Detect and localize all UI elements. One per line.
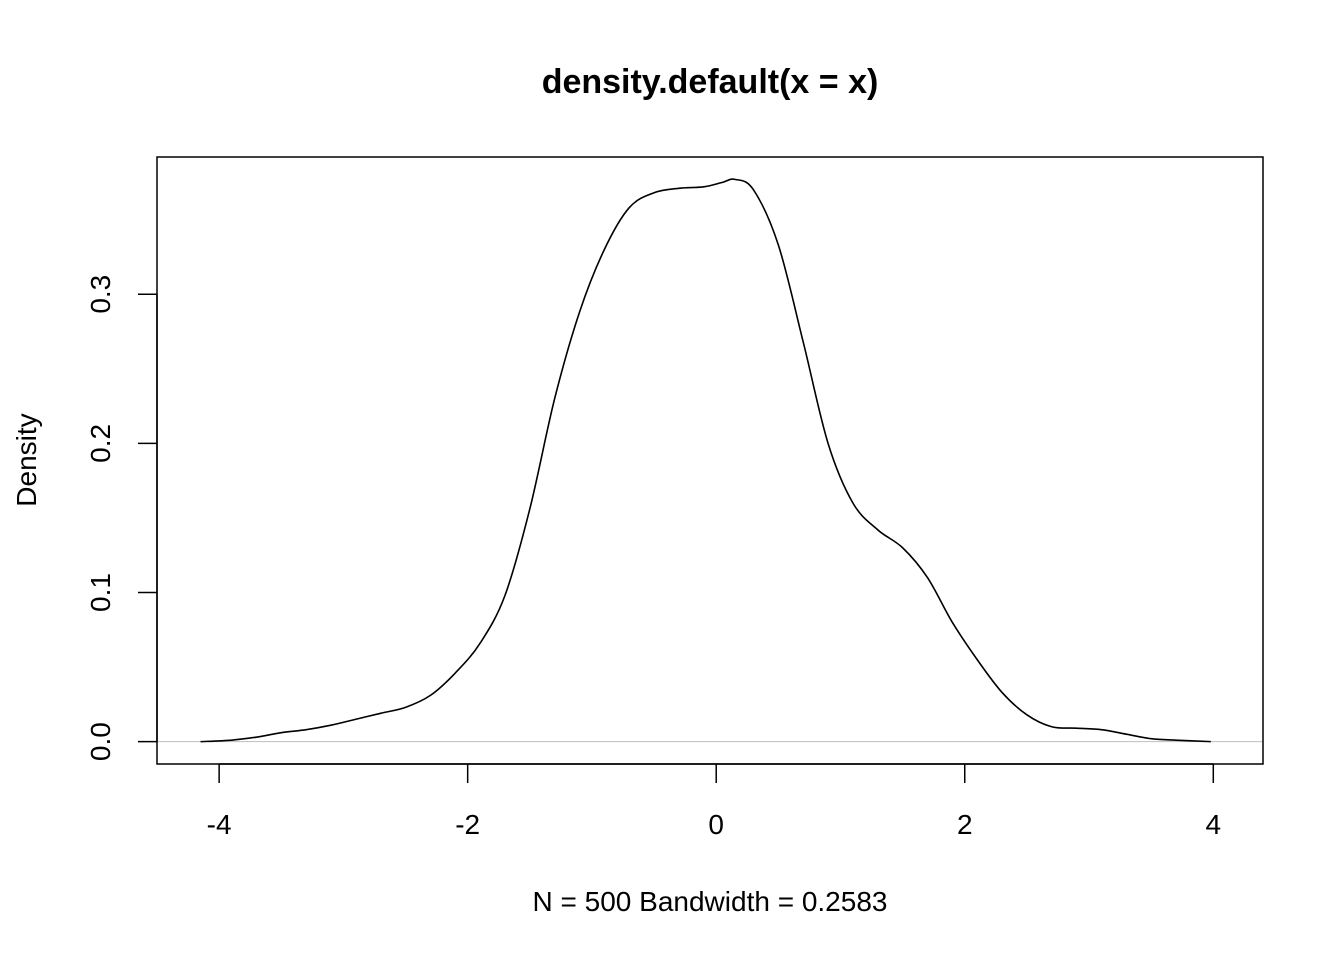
y-tick-label: 0.1 (85, 573, 116, 612)
x-tick-label: 0 (708, 809, 724, 840)
y-tick-label: 0.3 (85, 275, 116, 314)
y-tick-label: 0.0 (85, 722, 116, 761)
density-curve (200, 178, 1211, 743)
x-axis: -4 -2 0 2 4 (207, 763, 1222, 840)
x-axis-label: N = 500 Bandwidth = 0.2583 (533, 886, 888, 917)
chart-title: density.default(x = x) (542, 63, 879, 101)
x-tick-label: -2 (455, 809, 480, 840)
y-axis-label: Density (11, 413, 42, 506)
x-tick-label: -4 (207, 809, 232, 840)
y-axis: 0.0 0.1 0.2 0.3 (85, 275, 158, 761)
plot-frame (156, 156, 1264, 765)
plot-area (156, 156, 1264, 765)
y-tick-label: 0.2 (85, 424, 116, 463)
x-tick-label: 4 (1206, 809, 1222, 840)
x-tick-label: 2 (957, 809, 973, 840)
